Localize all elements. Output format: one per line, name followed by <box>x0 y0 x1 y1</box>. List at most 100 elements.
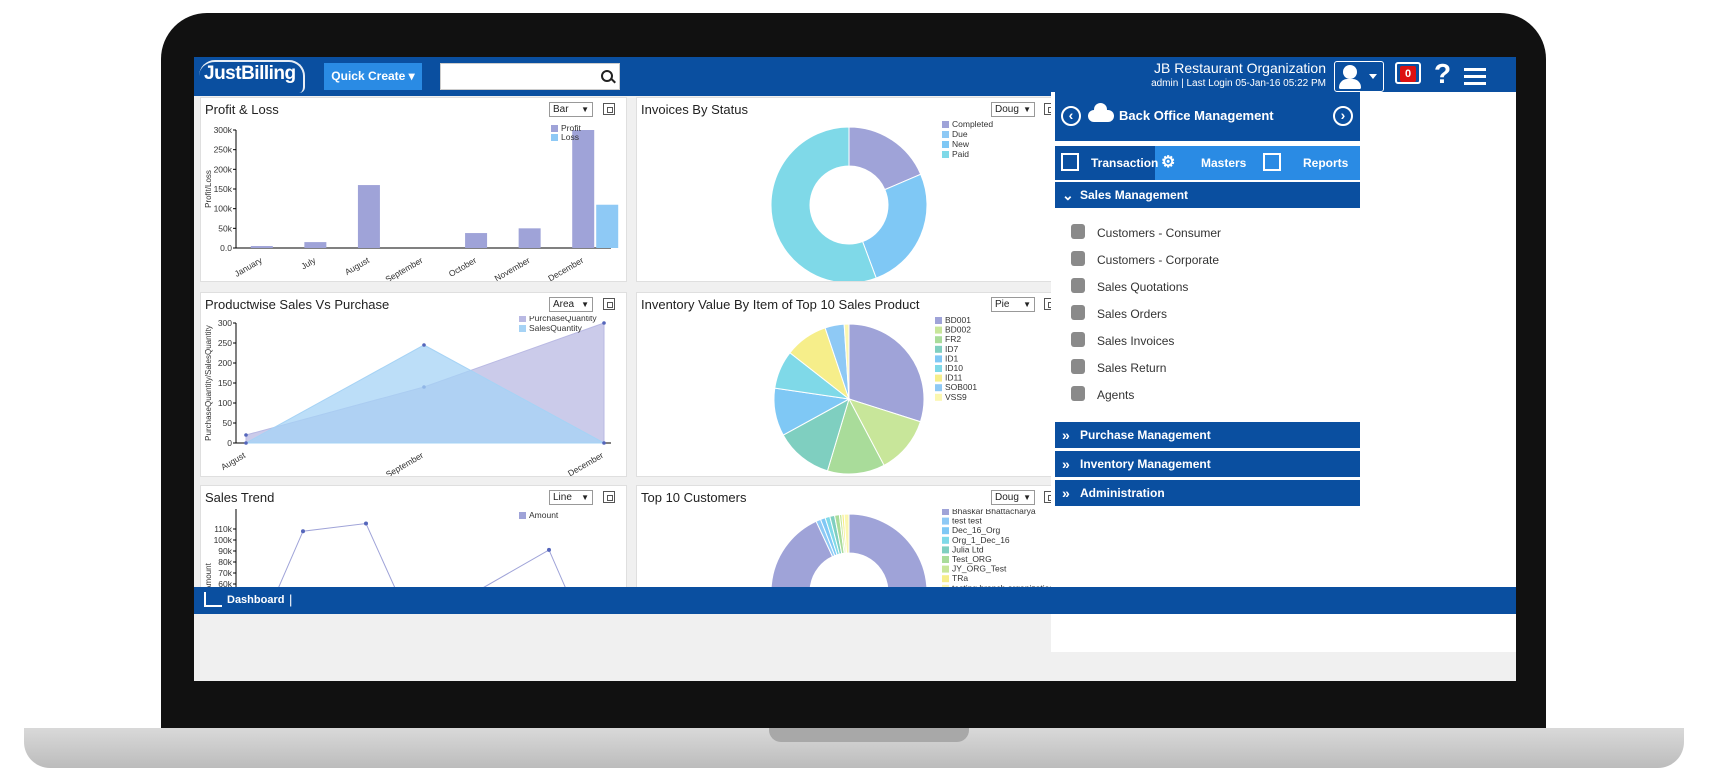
forward-arrow-icon[interactable]: › <box>1333 106 1353 126</box>
x-tick-label: September <box>383 255 424 281</box>
x-tick-label: December <box>566 450 605 476</box>
quick-create-button[interactable]: Quick Create ▾ <box>324 63 422 90</box>
bar-profit <box>572 130 595 248</box>
y-tick-label: 150k <box>214 184 233 194</box>
reports-chart-icon <box>1263 153 1281 171</box>
tab-reports[interactable]: Reports <box>1257 146 1360 180</box>
menu-item-sales-return[interactable]: Sales Return <box>1055 354 1360 381</box>
legend-swatch <box>942 556 949 563</box>
chart-type-select[interactable]: Doug <box>991 102 1035 117</box>
x-tick-label: November <box>493 255 532 281</box>
expand-icon[interactable] <box>603 298 615 310</box>
legend-label: ID10 <box>945 363 963 373</box>
productwise-chart: 0 50 100 150 200 250 300 PurchaseQuantity/Sales… <box>204 316 611 476</box>
pie-slice <box>847 398 922 466</box>
legend-label: JY_ORG_Test <box>952 564 1007 574</box>
y-tick-label: 200 <box>218 358 232 368</box>
back-office-header: ‹ Back Office Management › <box>1055 92 1360 141</box>
legend-swatch <box>942 509 949 515</box>
app-screen: JustBilling Quick Create ▾ JB Restaurant… <box>194 57 1516 681</box>
help-icon[interactable]: ? <box>1434 58 1452 89</box>
y-tick-label: 50k <box>218 223 232 233</box>
y-tick-label: 300 <box>218 318 232 328</box>
menu-item-sales-quotations[interactable]: Sales Quotations <box>1055 273 1360 300</box>
expand-icon[interactable] <box>603 103 615 115</box>
legend-label: Org_1_Dec_16 <box>952 535 1010 545</box>
agent-icon <box>1071 386 1085 401</box>
legend-swatch <box>519 512 526 519</box>
laptop-notch <box>769 728 969 742</box>
notification-button[interactable]: 0 <box>1395 62 1421 84</box>
search-input[interactable] <box>440 63 620 90</box>
search-icon[interactable] <box>601 70 613 82</box>
donut-slice <box>843 513 850 554</box>
legend-label: Paid <box>952 149 969 159</box>
x-tick-label: August <box>343 255 371 277</box>
legend-swatch <box>935 355 942 363</box>
chart-type-select[interactable]: Area <box>549 297 593 312</box>
legend-label: PurchaseQuantity <box>529 316 597 323</box>
bar-profit <box>250 246 273 248</box>
purchase-management-header[interactable]: » Purchase Management <box>1055 422 1360 448</box>
area-salesquantity <box>245 344 605 444</box>
chart-type-select[interactable]: Pie <box>991 297 1035 312</box>
y-tick-label: 100k <box>214 204 233 214</box>
chart-type-select[interactable]: Bar <box>549 102 593 117</box>
bar-profit <box>518 228 541 248</box>
legend-label: Loss <box>561 132 579 142</box>
user-menu-button[interactable] <box>1334 61 1384 92</box>
menu-item-customers-corporate[interactable]: Customers - Corporate <box>1055 246 1360 273</box>
back-arrow-icon[interactable]: ‹ <box>1061 106 1081 126</box>
sales-management-header[interactable]: ⌄ Sales Management <box>1055 182 1360 208</box>
legend-swatch <box>519 316 526 322</box>
legend-label: BD001 <box>945 316 971 325</box>
dashboard-link[interactable]: Dashboard <box>227 594 285 606</box>
panel-tabs: Transaction ⚙ Masters Reports <box>1055 146 1360 180</box>
data-point <box>547 547 551 552</box>
menu-item-agents[interactable]: Agents <box>1055 381 1360 408</box>
footer-bar: Dashboard | <box>194 587 1516 614</box>
expand-icon[interactable] <box>603 491 615 503</box>
chart-type-select[interactable]: Line <box>549 490 593 505</box>
menu-item-label: Sales Orders <box>1097 307 1168 321</box>
chart-type-select[interactable]: Doug <box>991 490 1035 505</box>
y-tick-label: 300k <box>214 125 233 135</box>
cloud-icon <box>1088 103 1114 122</box>
legend-label: New <box>952 139 970 149</box>
menu-item-sales-orders[interactable]: Sales Orders <box>1055 300 1360 327</box>
menu-item-label: Sales Quotations <box>1097 280 1189 294</box>
data-point <box>244 441 248 445</box>
inventory-management-header[interactable]: » Inventory Management <box>1055 451 1360 477</box>
section-label: Inventory Management <box>1080 457 1211 471</box>
administration-header[interactable]: » Administration <box>1055 480 1360 506</box>
y-tick-label: 100 <box>218 398 232 408</box>
legend-swatch <box>935 317 942 324</box>
app-logo[interactable]: JustBilling <box>204 63 296 84</box>
y-tick-label: 110k <box>214 524 233 534</box>
order-icon <box>1071 305 1085 320</box>
series-line <box>274 522 570 595</box>
legend-swatch <box>942 517 949 525</box>
y-tick-label: 0 <box>227 438 232 448</box>
legend-label: SalesQuantity <box>529 323 583 333</box>
tab-transaction[interactable]: Transaction <box>1055 146 1158 180</box>
dashboard-chart-icon <box>204 592 222 607</box>
tab-masters[interactable]: ⚙ Masters <box>1155 146 1257 180</box>
sales-trend-chart: 50k60k70k80k90k100k110kAmountAmount <box>204 509 570 595</box>
tab-label: Masters <box>1201 156 1247 170</box>
menu-item-customers-consumer[interactable]: Customers - Consumer <box>1055 219 1360 246</box>
menu-item-sales-invoices[interactable]: Sales Invoices <box>1055 327 1360 354</box>
back-office-panel: ‹ Back Office Management › Transaction ⚙… <box>1051 92 1516 652</box>
hamburger-menu-icon[interactable] <box>1464 68 1486 86</box>
legend-swatch <box>942 575 949 583</box>
legend-label: Amount <box>529 510 559 520</box>
legend-swatch <box>942 121 949 128</box>
invoices-status-widget: Invoices By Status Doug CompletedDueNewP… <box>636 97 1063 282</box>
y-tick-label: 90k <box>218 546 232 556</box>
quick-create-label: Quick Create <box>331 69 406 83</box>
chevron-right-icon: » <box>1062 427 1070 443</box>
tab-label: Reports <box>1303 156 1349 170</box>
data-point <box>301 529 305 534</box>
legend-swatch <box>935 374 942 382</box>
sales-trend-widget: Sales Trend Line 50k60k70k80k90k100k110k… <box>200 485 627 595</box>
